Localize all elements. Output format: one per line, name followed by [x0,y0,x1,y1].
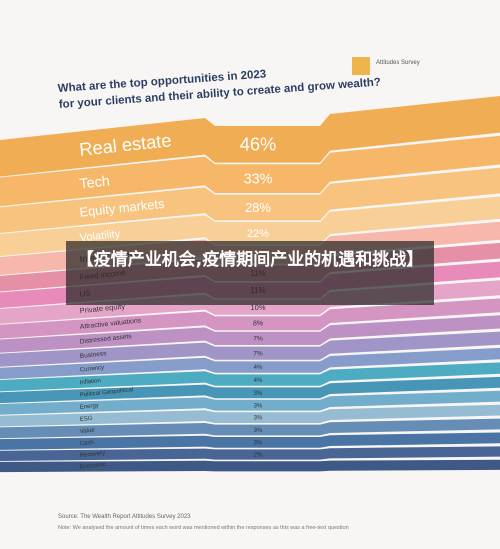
value-label: 3% [254,403,263,409]
value-label: 2% [254,453,263,459]
ribbon [0,459,500,473]
category-label: Recovery [80,450,106,459]
value-label: 46% [240,134,277,155]
value-label: 8% [253,321,263,328]
value-label: 3% [254,428,263,434]
category-label: Economic [80,462,107,471]
category-label: Tech [79,173,111,192]
ribbon [0,376,500,404]
category-label: Business [79,350,107,360]
logo-mark [352,57,370,75]
ribbon [0,446,500,461]
note: Note: We analysed the amount of times ea… [58,525,349,531]
value-label: 33% [244,172,273,188]
category-label: Cash [80,440,95,447]
ribbon [0,331,500,367]
value-label: 10% [250,303,265,312]
ribbon [0,315,500,353]
ribbon [0,362,500,392]
value-label: 4% [254,378,263,384]
category-label: Energy [80,403,100,411]
ribbon [0,418,500,439]
value-label: 7% [253,336,263,343]
ribbon [0,432,500,450]
ribbon [0,135,500,207]
category-label: Volatility [79,228,121,244]
value-label: 4% [254,365,263,371]
category-label: Inflation [80,378,102,386]
source: Source: The Wealth Report Attitudes Surv… [58,514,191,520]
ribbon [0,404,500,427]
value-label: 3% [254,391,263,397]
value-label: 3% [254,441,263,447]
category-label: Value [80,428,96,436]
ribbon [0,298,500,339]
ribbon [0,390,500,415]
ribbon [0,96,500,177]
ribbon [0,167,500,233]
value-label: 28% [245,200,271,215]
value-label: 22% [247,228,269,240]
logo: Attitudes Survey [376,60,420,66]
category-label: Political Geopolitical [80,387,134,399]
chart-title: What are the top opportunities in 2023fo… [57,61,381,111]
value-label: 3% [254,416,263,422]
category-label: ESG [80,416,94,423]
category-label: Currency [80,365,105,374]
ribbon [0,347,500,380]
value-label: 7% [253,351,263,358]
banner: 【疫情产业机会,疫情期间产业的机遇和挑战】 [66,241,434,305]
